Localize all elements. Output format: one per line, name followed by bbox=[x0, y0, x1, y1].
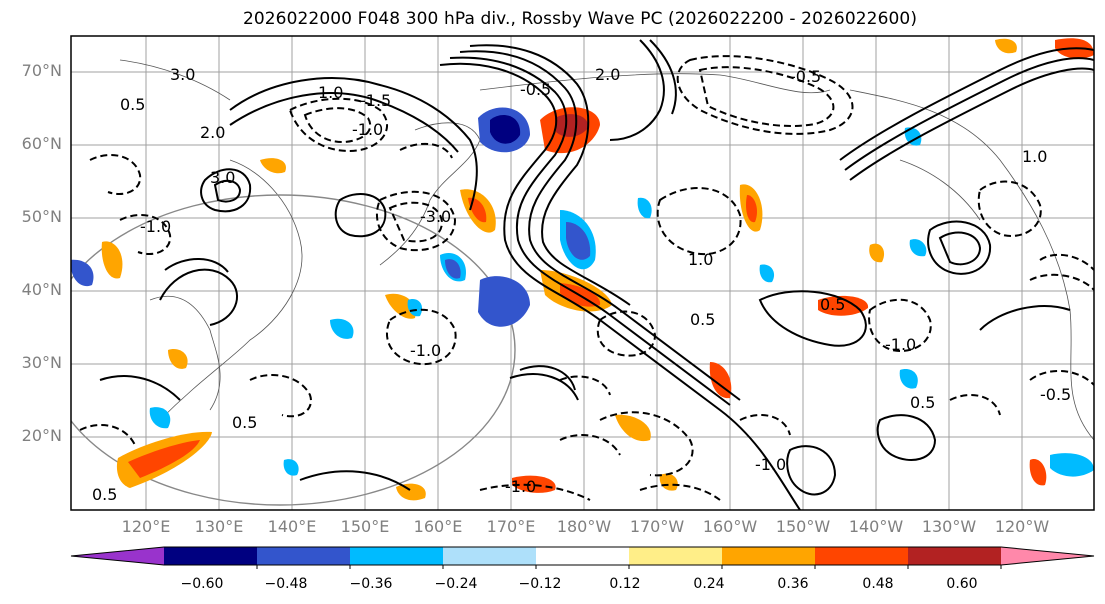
colorbar-tick-label: 0.60 bbox=[946, 576, 978, 592]
contour-label: 0.5 bbox=[120, 95, 145, 114]
colorbar bbox=[70, 546, 1095, 569]
lon-label-120e: 120°E bbox=[121, 517, 171, 536]
contour-label: -1.0 bbox=[352, 120, 383, 139]
lon-label-120w: 120°W bbox=[994, 517, 1050, 536]
positive-contours bbox=[99, 39, 1094, 510]
contour-label: 1.0 bbox=[318, 83, 343, 102]
contour-label: -1.5 bbox=[360, 91, 391, 110]
lon-label-170w: 170°W bbox=[629, 517, 685, 536]
colorbar-segment bbox=[908, 547, 1001, 565]
colorbar-segment bbox=[71, 547, 164, 565]
lat-label-20n: 20°N bbox=[21, 426, 62, 445]
contour-label: -1.0 bbox=[755, 455, 786, 474]
contour-label: -0.5 bbox=[520, 80, 551, 99]
contour-label: 2.0 bbox=[200, 123, 225, 142]
colorbar-outline bbox=[70, 546, 1095, 566]
guide-circle bbox=[71, 194, 516, 506]
contour-label: -1.0 bbox=[140, 217, 171, 236]
colorbar-tick-label: 0.48 bbox=[862, 576, 894, 592]
colorbar-tick-label: 0.36 bbox=[777, 576, 809, 592]
lon-label-140e: 140°E bbox=[267, 517, 317, 536]
contour-label: -0.5 bbox=[790, 67, 821, 86]
colorbar-segment bbox=[1001, 547, 1094, 565]
lat-label-70n: 70°N bbox=[21, 61, 62, 80]
contour-label: 3.0 bbox=[210, 168, 235, 187]
map-title: 2026022000 F048 300 hPa div., Rossby Wav… bbox=[242, 9, 918, 29]
lat-label-50n: 50°N bbox=[21, 207, 62, 226]
colorbar-tick-label: −0.12 bbox=[518, 576, 562, 592]
contour-label: 0.5 bbox=[910, 393, 935, 412]
map-background bbox=[71, 36, 1094, 510]
contour-labels: 3.0 2.0 1.0 0.5 -1.0 -1.5 -3.0 -0.5 3.0 … bbox=[92, 65, 1071, 504]
contour-label: -1.0 bbox=[885, 335, 916, 354]
map-frame bbox=[70, 35, 1095, 511]
lon-label-160w: 160°W bbox=[702, 517, 758, 536]
contour-label: 2.0 bbox=[595, 65, 620, 84]
contour-label: 1.0 bbox=[688, 250, 713, 269]
colorbar-segment bbox=[164, 547, 257, 565]
contour-label: 0.5 bbox=[690, 310, 715, 329]
coastlines bbox=[119, 59, 1094, 441]
contour-label: -1.0 bbox=[505, 477, 536, 496]
colorbar-segment bbox=[443, 547, 536, 565]
colorbar-tick-label: −0.36 bbox=[349, 576, 393, 592]
colorbar-segment bbox=[350, 547, 443, 565]
colorbar-segment bbox=[722, 547, 815, 565]
colorbar-tick-label: 0.24 bbox=[693, 576, 725, 592]
contour-label: 1.0 bbox=[1022, 147, 1047, 166]
lat-label-60n: 60°N bbox=[21, 134, 62, 153]
contour-label: 0.5 bbox=[232, 413, 257, 432]
lon-label-180w: 180°W bbox=[556, 517, 612, 536]
lon-label-160e: 160°E bbox=[413, 517, 463, 536]
lon-label-140w: 140°W bbox=[848, 517, 904, 536]
lon-label-130e: 130°E bbox=[194, 517, 244, 536]
colorbar-tick-label: 0.12 bbox=[609, 576, 641, 592]
colorbar-segment bbox=[257, 547, 350, 565]
contour-label: -0.5 bbox=[1040, 385, 1071, 404]
colorbar-tick-label: −0.24 bbox=[434, 576, 478, 592]
lat-label-40n: 40°N bbox=[21, 280, 62, 299]
lon-label-150w: 150°W bbox=[775, 517, 831, 536]
contour-label: 0.5 bbox=[820, 295, 845, 314]
colorbar-segment bbox=[629, 547, 722, 565]
lat-label-30n: 30°N bbox=[21, 353, 62, 372]
lon-label-130w: 130°W bbox=[921, 517, 977, 536]
colorbar-segment bbox=[815, 547, 908, 565]
colorbar-tick-label: −0.48 bbox=[264, 576, 308, 592]
contour-label: -3.0 bbox=[420, 207, 451, 226]
lon-label-150e: 150°E bbox=[340, 517, 390, 536]
colorbar-tick-label: −0.60 bbox=[180, 576, 224, 592]
negative-contours bbox=[79, 55, 1094, 501]
contour-label: 3.0 bbox=[170, 65, 195, 84]
lon-label-170e: 170°E bbox=[486, 517, 536, 536]
contour-label: -1.0 bbox=[410, 341, 441, 360]
contour-label: 0.5 bbox=[92, 485, 117, 504]
colorbar-segment bbox=[536, 547, 629, 565]
